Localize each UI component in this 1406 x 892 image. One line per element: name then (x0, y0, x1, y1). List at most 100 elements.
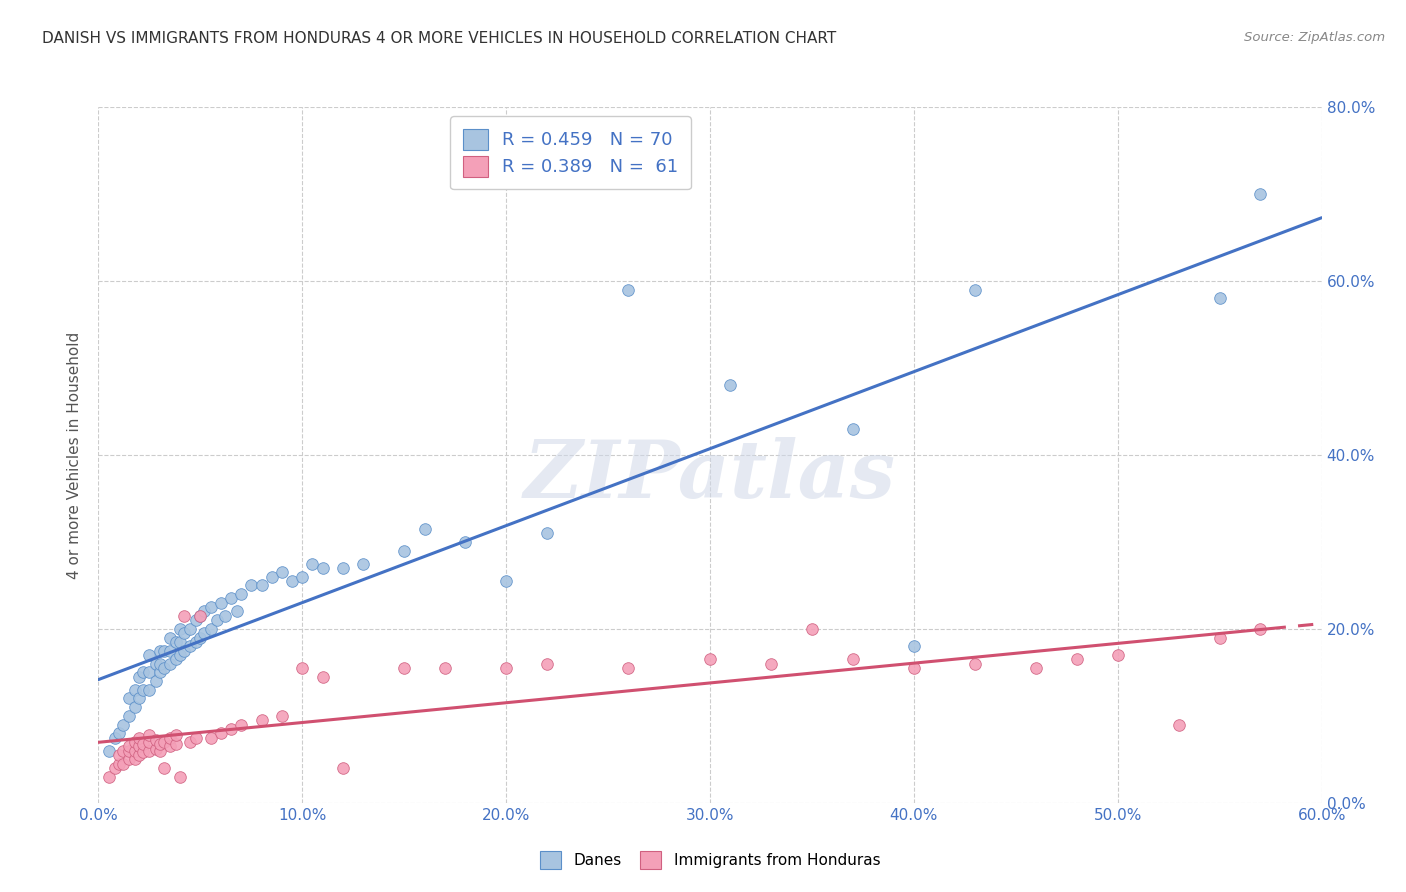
Point (152, 643, 174, 657)
Point (118, 691, 141, 706)
Point (159, 739, 181, 754)
Point (801, 622, 824, 636)
Point (231, 717, 253, 731)
Point (149, 643, 172, 657)
Point (118, 708, 141, 723)
Point (118, 739, 141, 754)
Point (169, 648, 191, 662)
Point (104, 731, 127, 745)
Point (145, 657, 167, 671)
Y-axis label: 4 or more Vehicles in Household: 4 or more Vehicles in Household (67, 331, 83, 579)
Point (291, 570, 314, 584)
Point (128, 670, 150, 684)
Text: DANISH VS IMMIGRANTS FROM HONDURAS 4 OR MORE VEHICLES IN HOUSEHOLD CORRELATION C: DANISH VS IMMIGRANTS FROM HONDURAS 4 OR … (42, 31, 837, 46)
Point (965, 657, 987, 671)
Point (169, 770, 191, 784)
Point (841, 652, 863, 666)
Point (312, 561, 335, 575)
Point (128, 691, 150, 706)
Point (617, 661, 640, 675)
Point (209, 596, 232, 610)
Point (226, 605, 249, 619)
Point (260, 570, 283, 584)
Point (392, 661, 416, 675)
Point (903, 639, 925, 653)
Point (291, 661, 314, 675)
Point (205, 613, 228, 627)
Point (138, 744, 160, 758)
Point (841, 422, 863, 436)
Point (173, 643, 195, 657)
Point (97, 770, 120, 784)
Point (179, 622, 201, 636)
Point (699, 652, 721, 666)
Point (209, 726, 232, 740)
Point (111, 744, 134, 758)
Point (332, 561, 354, 575)
Point (188, 608, 212, 623)
Point (188, 608, 212, 623)
Point (165, 737, 187, 751)
Point (617, 283, 640, 297)
Point (111, 717, 134, 731)
Point (193, 605, 215, 619)
Point (179, 639, 201, 653)
Point (145, 674, 167, 689)
Point (104, 761, 127, 775)
Point (138, 682, 160, 697)
Point (138, 728, 160, 742)
Point (1025, 661, 1047, 675)
Point (231, 587, 253, 601)
Point (128, 739, 150, 754)
Point (270, 566, 294, 580)
Point (179, 735, 201, 749)
Point (124, 682, 146, 697)
Point (301, 557, 323, 571)
Point (132, 682, 155, 697)
Point (169, 622, 191, 636)
Point (108, 756, 131, 771)
Point (250, 578, 273, 592)
Point (903, 661, 925, 675)
Point (124, 744, 146, 758)
Point (250, 713, 273, 727)
Point (159, 643, 181, 657)
Point (159, 631, 181, 645)
Point (108, 726, 131, 740)
Point (145, 733, 167, 747)
Point (186, 635, 208, 649)
Point (188, 631, 212, 645)
Point (332, 761, 354, 775)
Point (152, 735, 174, 749)
Point (214, 608, 236, 623)
Point (118, 752, 141, 766)
Point (186, 613, 208, 627)
Point (1066, 652, 1088, 666)
Point (270, 708, 294, 723)
Point (124, 752, 146, 766)
Point (392, 543, 416, 558)
Point (165, 652, 187, 666)
Point (281, 574, 304, 588)
Point (132, 737, 155, 751)
Point (720, 378, 742, 392)
Point (536, 526, 558, 541)
Point (118, 744, 141, 758)
Point (169, 635, 191, 649)
Point (173, 626, 195, 640)
Point (138, 665, 160, 680)
Point (128, 747, 150, 762)
Point (965, 283, 987, 297)
Point (1249, 187, 1271, 202)
Point (149, 665, 172, 680)
Point (149, 744, 172, 758)
Point (193, 626, 215, 640)
Point (454, 534, 477, 549)
Point (152, 761, 174, 775)
Text: ZIPatlas: ZIPatlas (524, 437, 896, 515)
Point (1167, 717, 1189, 731)
Point (186, 731, 208, 745)
Point (200, 600, 222, 615)
Point (111, 756, 134, 771)
Point (1209, 631, 1232, 645)
